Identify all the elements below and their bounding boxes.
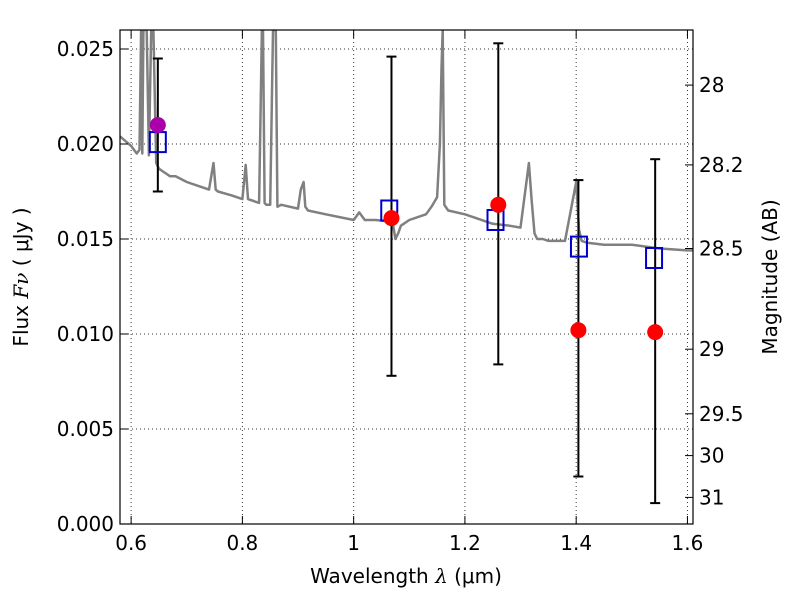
observed-point [647,324,664,341]
x-axis-label: Wavelength λ (μm) [310,564,502,588]
observed-point [490,196,507,213]
x-tick-label: 0.8 [226,531,258,555]
x-tick-label: 0.6 [115,531,147,555]
observed-point [383,210,400,227]
model-sed-line [120,30,693,252]
y-tick-label: 0.020 [57,132,114,156]
x-tick-label: 1.2 [449,531,481,555]
y-tick-label: 0.015 [57,227,114,251]
data-layer [120,30,693,505]
y2-tick-label: 28 [699,73,724,97]
plot-frame [119,29,694,525]
x-tick-label: 1.6 [672,531,704,555]
y-axis-label: Flux Fν ( μJy ) [9,207,33,346]
observed-point [570,322,587,339]
y-tick-label: 0.000 [57,512,114,536]
y-tick-label: 0.025 [57,37,114,61]
y-tick-label: 0.010 [57,322,114,346]
axes-layer: 0.6 0.8 1 1.2 1.4 1.6 0.000 0.005 0.010 0.015 0.02… [57,30,744,555]
y2-tick-label: 30 [699,444,724,468]
y2-tick-label: 29 [699,337,724,361]
y2-tick-label: 28.5 [699,237,744,261]
y2-tick-label: 28.2 [699,153,744,177]
y2-tick-label: 29.5 [699,402,744,426]
y2-tick-label: 31 [699,485,724,509]
model-square-marker [645,247,664,269]
model-square-marker [569,235,588,258]
observed-point [149,117,166,133]
x-tick-label: 1.4 [560,531,592,555]
y-tick-label: 0.005 [57,417,114,441]
y2-axis-label: Magnitude (AB) [758,199,782,354]
x-tick-label: 1 [347,531,360,555]
